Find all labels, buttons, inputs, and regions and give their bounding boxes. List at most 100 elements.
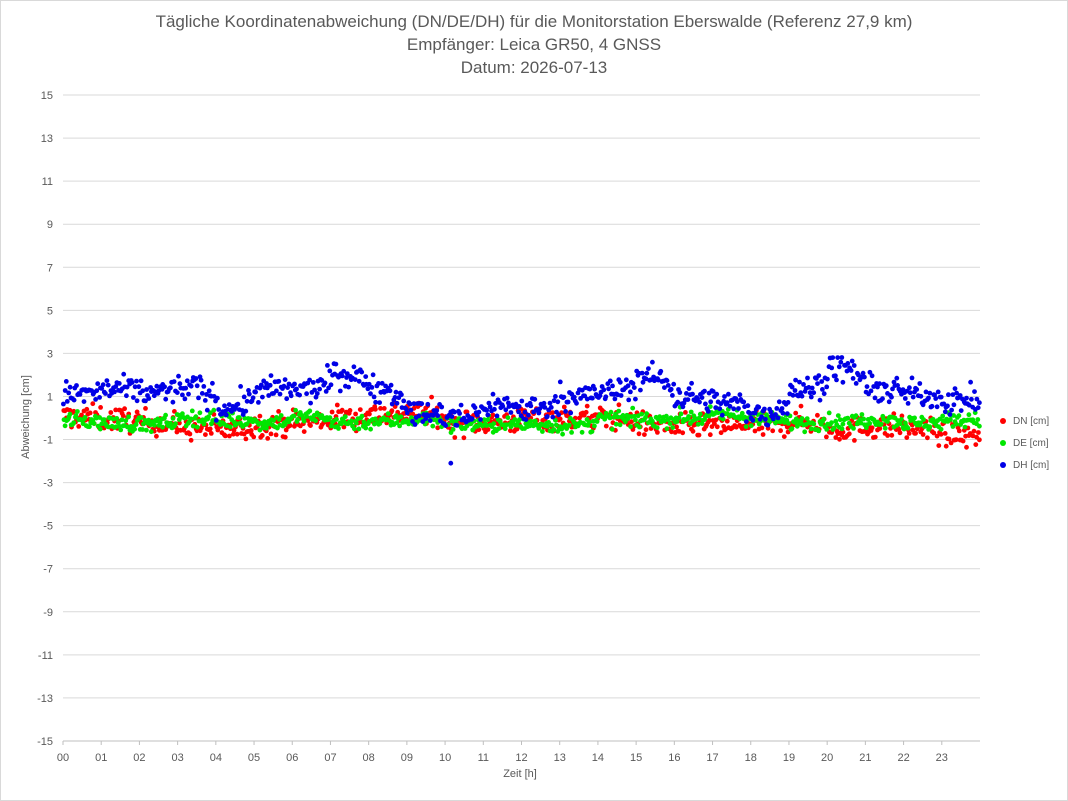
point-dh [285,385,290,390]
point-dh [946,392,951,398]
point-dh [297,392,302,398]
point-dh [889,394,894,400]
x-axis-label: Zeit [h] [503,768,537,780]
point-dh [590,395,595,401]
point-dh [472,405,478,410]
point-de [368,426,373,432]
point-dh [292,381,297,387]
point-dh [972,389,977,394]
point-de [639,411,645,417]
point-de [206,414,212,420]
point-dn [90,401,96,407]
point-dh [62,388,68,393]
point-dh [253,389,258,395]
point-dn [287,423,293,428]
point-dh [551,398,557,404]
point-de [691,413,697,419]
point-de [342,414,348,420]
x-tick-label-05: 05 [248,752,260,764]
x-tick-label-01: 01 [95,752,107,764]
point-dh [288,393,294,399]
point-dh [968,379,973,385]
point-dh [522,409,528,415]
point-dh [104,378,110,383]
point-dh [129,380,135,385]
point-dn [113,407,119,413]
point-dh [63,379,69,384]
point-dh [401,398,407,404]
point-dh [731,406,737,412]
point-dn [655,430,660,435]
y-tick-label--3: -3 [43,478,53,490]
point-dh [848,368,854,373]
point-dh [258,382,264,388]
legend-label-dh: DH [cm] [1013,459,1050,471]
point-dh [393,389,399,395]
point-dh [176,373,181,379]
point-dn [889,432,895,438]
point-de [804,416,810,421]
point-dn [373,406,378,412]
point-dh [134,378,139,384]
point-de [921,417,926,422]
point-dh [658,368,664,374]
point-dh [571,394,577,400]
point-dn [642,432,647,437]
point-de [377,421,383,426]
point-de [363,425,369,431]
point-de [579,429,585,435]
point-dn [259,433,265,438]
x-tick-label-11: 11 [478,752,489,764]
x-tick-label-19: 19 [783,752,795,764]
point-dh [184,378,190,384]
point-dh [780,410,786,416]
point-dh [241,394,247,400]
point-dh [313,394,319,400]
point-de [951,413,956,418]
point-de [336,426,341,431]
point-dh [516,409,521,415]
point-dh [618,393,624,398]
point-dn [154,433,159,439]
point-de [851,426,856,431]
point-dh [974,396,980,402]
point-dn [550,410,556,416]
point-de [329,423,334,429]
point-dh [724,400,730,406]
point-de [118,427,124,433]
point-dh [756,404,762,410]
point-dh [684,391,689,396]
point-dh [927,390,933,396]
point-de [695,421,701,427]
point-dh [737,392,743,398]
point-dh [905,401,911,406]
point-de [831,425,837,431]
point-dh [194,383,200,389]
point-de [132,426,138,432]
point-dh [768,409,774,415]
point-dh [838,359,844,365]
point-dh [528,403,534,409]
point-dn [143,406,148,411]
point-dh [281,383,287,389]
point-de [106,424,111,430]
point-dh [434,408,440,413]
x-tick-label-09: 09 [401,752,413,764]
point-de [853,413,859,419]
point-de [133,422,139,427]
point-dh [969,396,974,402]
point-dn [561,404,567,410]
point-dh [553,394,558,399]
point-dh [99,386,105,391]
point-dh [469,416,475,422]
point-dn [329,409,335,415]
point-dh [840,379,846,385]
point-dh [486,400,492,406]
point-dh [319,377,325,383]
point-dh [210,380,215,386]
point-dh [920,402,926,408]
point-dh [403,406,409,412]
point-de [667,421,673,426]
point-dh [443,423,448,428]
point-dh [557,379,563,385]
